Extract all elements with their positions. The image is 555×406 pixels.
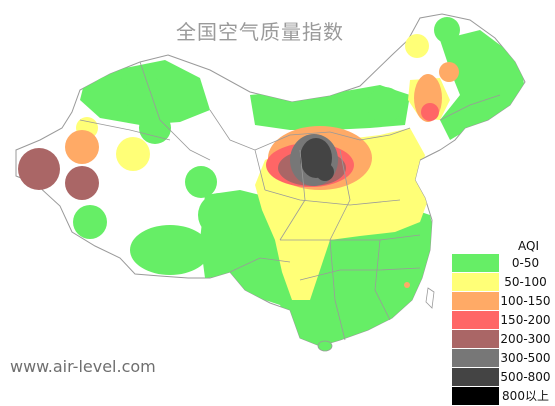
legend-rows: 0-50 50-100 100-150 150-200 200-300 300-500 50… [452,254,552,406]
legend-item: 0-50 [452,254,552,273]
site-watermark: www.air-level.com [10,357,156,376]
legend-item: 50-100 [452,273,552,292]
aqi-blob-west-green-4 [73,205,107,239]
legend-label: 800以上 [502,389,549,403]
legend-swatch [452,311,499,329]
aqi-blob-west-yellow-2 [116,137,150,171]
legend-swatch [452,330,499,348]
legend-swatch [452,273,499,291]
taiwan-island [425,287,435,309]
aqi-blob-far-north-green [367,87,403,123]
legend-label: 300-500 [500,351,551,365]
legend-label: 0-50 [511,256,540,270]
legend-item: 800以上 [452,387,552,406]
aqi-zone-northeast-orange-2 [439,62,459,82]
legend-label: 100-150 [500,294,551,308]
legend-item: 500-800 [452,368,552,387]
map-title: 全国空气质量指数 [176,20,344,44]
legend-item: 150-200 [452,311,552,330]
legend-swatch [452,292,499,310]
aqi-blob-west-brown-2 [65,166,99,200]
legend-item: 300-500 [452,349,552,368]
aqi-blob-west-orange [65,130,99,164]
aqi-blob-west-brown-1 [18,148,60,190]
aqi-zone-north-dark-2 [316,163,334,181]
legend-label: 150-200 [500,313,551,327]
legend-swatch [452,349,499,367]
aqi-blob-tibet-green-2 [198,193,242,237]
aqi-blob-far-north-green-2 [434,17,460,43]
legend-item: 200-300 [452,330,552,349]
legend-swatch [452,368,499,386]
legend-item: 100-150 [452,292,552,311]
legend-label: 500-800 [500,370,551,384]
aqi-blob-west-green-3 [90,76,130,116]
legend-label: 50-100 [504,275,547,289]
legend-label: 200-300 [500,332,551,346]
hainan-island [317,340,333,352]
aqi-blob-southeast-orange [404,282,410,288]
aqi-blob-west-green-2 [139,112,171,144]
legend-title: AQI [518,239,539,253]
aqi-blob-far-north-yellow [405,34,429,58]
aqi-legend: AQI 0-50 50-100 100-150 150-200 200-300 300-5… [452,238,552,406]
legend-swatch [452,387,499,405]
aqi-zone-northeast-red [421,103,439,121]
province-borders [79,61,501,341]
aqi-blob-west-green-5 [185,166,217,198]
legend-swatch [452,254,499,272]
aqi-blob-tibet-green [130,225,210,275]
